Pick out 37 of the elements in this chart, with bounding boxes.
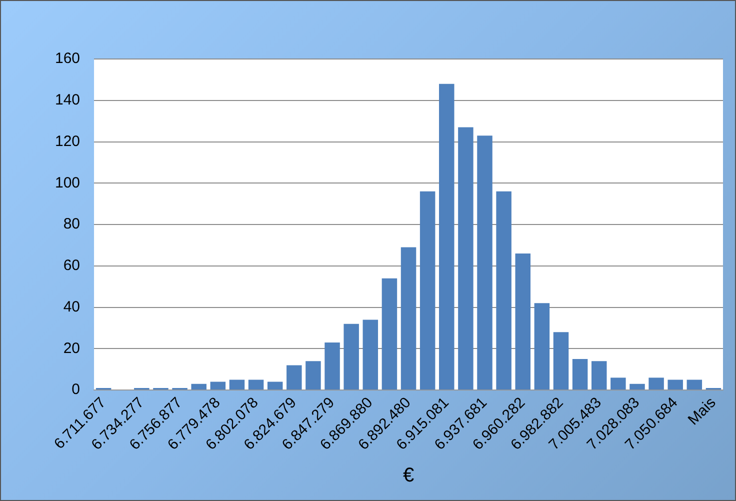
x-axis-title: €	[402, 464, 414, 487]
y-tick-label: 60	[63, 257, 80, 274]
bar	[686, 380, 702, 390]
bar	[572, 359, 588, 390]
bar	[248, 380, 264, 390]
y-tick-label: 80	[63, 216, 80, 233]
bar	[420, 191, 436, 390]
y-tick-label: 140	[54, 92, 80, 109]
y-tick-label: 120	[54, 132, 80, 150]
bar	[668, 380, 683, 390]
bar	[534, 303, 550, 390]
bar	[382, 278, 398, 390]
bar	[400, 247, 416, 390]
bar	[324, 342, 340, 390]
bar	[344, 324, 359, 390]
y-tick-label: 20	[63, 340, 80, 357]
bar	[267, 382, 283, 390]
y-tick-label: 0	[72, 381, 80, 398]
y-tick-label: 160	[54, 50, 80, 68]
bar	[229, 380, 245, 390]
bar	[591, 361, 607, 390]
bar	[458, 127, 474, 390]
bar	[515, 254, 530, 390]
bar	[191, 384, 206, 390]
bar	[477, 136, 492, 390]
bar	[648, 378, 664, 390]
bar	[362, 320, 378, 390]
bar	[496, 191, 512, 390]
bar	[610, 378, 626, 390]
bar	[286, 365, 302, 390]
bar	[553, 332, 569, 390]
bar	[210, 382, 226, 390]
y-tick-label: 40	[63, 298, 80, 316]
bar	[439, 84, 454, 390]
bar	[630, 384, 645, 390]
y-tick-label: 100	[54, 174, 80, 192]
bar	[306, 361, 321, 390]
